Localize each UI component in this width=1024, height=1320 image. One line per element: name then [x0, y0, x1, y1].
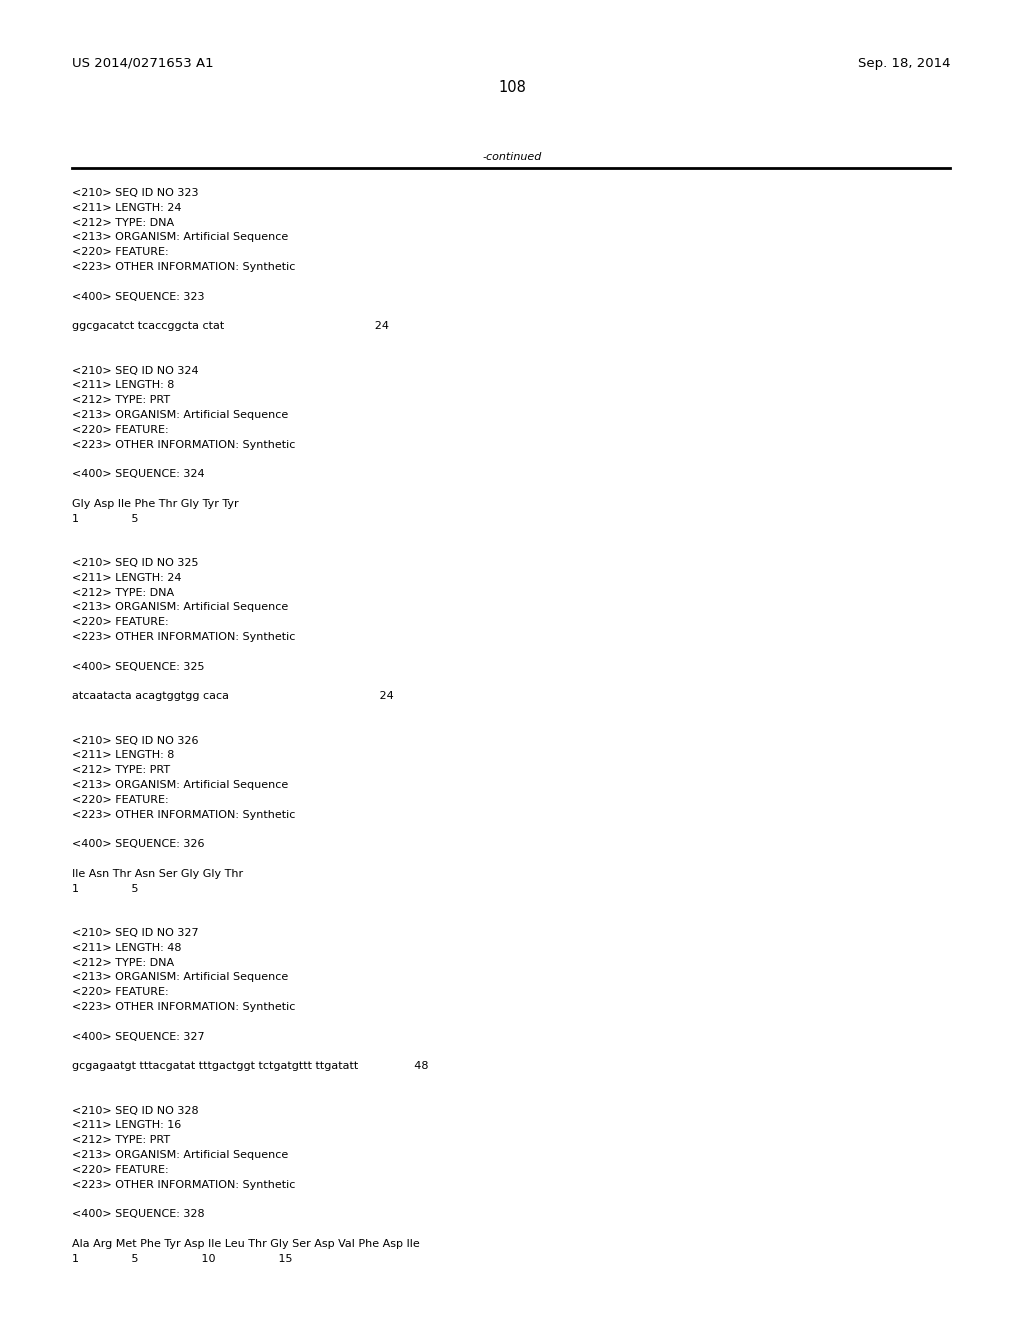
- Text: <400> SEQUENCE: 323: <400> SEQUENCE: 323: [72, 292, 205, 301]
- Text: <223> OTHER INFORMATION: Synthetic: <223> OTHER INFORMATION: Synthetic: [72, 440, 295, 450]
- Text: <220> FEATURE:: <220> FEATURE:: [72, 1164, 169, 1175]
- Text: 1               5                  10                  15: 1 5 10 15: [72, 1254, 293, 1263]
- Text: 1               5: 1 5: [72, 513, 138, 524]
- Text: <212> TYPE: PRT: <212> TYPE: PRT: [72, 395, 170, 405]
- Text: 1               5: 1 5: [72, 883, 138, 894]
- Text: <223> OTHER INFORMATION: Synthetic: <223> OTHER INFORMATION: Synthetic: [72, 261, 295, 272]
- Text: <212> TYPE: DNA: <212> TYPE: DNA: [72, 587, 174, 598]
- Text: <212> TYPE: PRT: <212> TYPE: PRT: [72, 1135, 170, 1146]
- Text: <400> SEQUENCE: 324: <400> SEQUENCE: 324: [72, 469, 205, 479]
- Text: <213> ORGANISM: Artificial Sequence: <213> ORGANISM: Artificial Sequence: [72, 411, 288, 420]
- Text: <212> TYPE: PRT: <212> TYPE: PRT: [72, 766, 170, 775]
- Text: <210> SEQ ID NO 323: <210> SEQ ID NO 323: [72, 187, 199, 198]
- Text: <223> OTHER INFORMATION: Synthetic: <223> OTHER INFORMATION: Synthetic: [72, 1002, 295, 1012]
- Text: <220> FEATURE:: <220> FEATURE:: [72, 425, 169, 434]
- Text: US 2014/0271653 A1: US 2014/0271653 A1: [72, 57, 214, 70]
- Text: <220> FEATURE:: <220> FEATURE:: [72, 618, 169, 627]
- Text: -continued: -continued: [482, 152, 542, 162]
- Text: <223> OTHER INFORMATION: Synthetic: <223> OTHER INFORMATION: Synthetic: [72, 632, 295, 642]
- Text: Ala Arg Met Phe Tyr Asp Ile Leu Thr Gly Ser Asp Val Phe Asp Ile: Ala Arg Met Phe Tyr Asp Ile Leu Thr Gly …: [72, 1238, 420, 1249]
- Text: <212> TYPE: DNA: <212> TYPE: DNA: [72, 957, 174, 968]
- Text: gcgagaatgt tttacgatat tttgactggt tctgatgttt ttgatatt                48: gcgagaatgt tttacgatat tttgactggt tctgatg…: [72, 1061, 428, 1072]
- Text: <220> FEATURE:: <220> FEATURE:: [72, 247, 169, 257]
- Text: <400> SEQUENCE: 328: <400> SEQUENCE: 328: [72, 1209, 205, 1220]
- Text: <400> SEQUENCE: 325: <400> SEQUENCE: 325: [72, 661, 205, 672]
- Text: <210> SEQ ID NO 324: <210> SEQ ID NO 324: [72, 366, 199, 376]
- Text: <223> OTHER INFORMATION: Synthetic: <223> OTHER INFORMATION: Synthetic: [72, 809, 295, 820]
- Text: <213> ORGANISM: Artificial Sequence: <213> ORGANISM: Artificial Sequence: [72, 232, 288, 243]
- Text: <211> LENGTH: 16: <211> LENGTH: 16: [72, 1121, 181, 1130]
- Text: ggcgacatct tcaccggcta ctat                                           24: ggcgacatct tcaccggcta ctat 24: [72, 321, 389, 331]
- Text: <223> OTHER INFORMATION: Synthetic: <223> OTHER INFORMATION: Synthetic: [72, 1180, 295, 1189]
- Text: Gly Asp Ile Phe Thr Gly Tyr Tyr: Gly Asp Ile Phe Thr Gly Tyr Tyr: [72, 499, 239, 508]
- Text: <211> LENGTH: 24: <211> LENGTH: 24: [72, 203, 181, 213]
- Text: <212> TYPE: DNA: <212> TYPE: DNA: [72, 218, 174, 227]
- Text: <213> ORGANISM: Artificial Sequence: <213> ORGANISM: Artificial Sequence: [72, 1150, 288, 1160]
- Text: <213> ORGANISM: Artificial Sequence: <213> ORGANISM: Artificial Sequence: [72, 602, 288, 612]
- Text: <210> SEQ ID NO 325: <210> SEQ ID NO 325: [72, 558, 199, 568]
- Text: <211> LENGTH: 24: <211> LENGTH: 24: [72, 573, 181, 583]
- Text: <220> FEATURE:: <220> FEATURE:: [72, 795, 169, 805]
- Text: <213> ORGANISM: Artificial Sequence: <213> ORGANISM: Artificial Sequence: [72, 780, 288, 789]
- Text: <210> SEQ ID NO 327: <210> SEQ ID NO 327: [72, 928, 199, 939]
- Text: 108: 108: [498, 81, 526, 95]
- Text: <400> SEQUENCE: 327: <400> SEQUENCE: 327: [72, 1032, 205, 1041]
- Text: <210> SEQ ID NO 328: <210> SEQ ID NO 328: [72, 1106, 199, 1115]
- Text: Ile Asn Thr Asn Ser Gly Gly Thr: Ile Asn Thr Asn Ser Gly Gly Thr: [72, 869, 243, 879]
- Text: <211> LENGTH: 8: <211> LENGTH: 8: [72, 750, 174, 760]
- Text: <211> LENGTH: 48: <211> LENGTH: 48: [72, 942, 181, 953]
- Text: Sep. 18, 2014: Sep. 18, 2014: [857, 57, 950, 70]
- Text: atcaatacta acagtggtgg caca                                           24: atcaatacta acagtggtgg caca 24: [72, 692, 394, 701]
- Text: <210> SEQ ID NO 326: <210> SEQ ID NO 326: [72, 735, 199, 746]
- Text: <220> FEATURE:: <220> FEATURE:: [72, 987, 169, 997]
- Text: <211> LENGTH: 8: <211> LENGTH: 8: [72, 380, 174, 391]
- Text: <213> ORGANISM: Artificial Sequence: <213> ORGANISM: Artificial Sequence: [72, 973, 288, 982]
- Text: <400> SEQUENCE: 326: <400> SEQUENCE: 326: [72, 840, 205, 849]
